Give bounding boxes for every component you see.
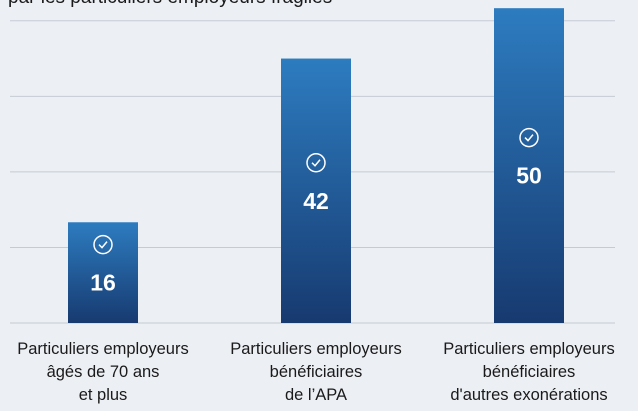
value-label: 50 — [516, 163, 542, 189]
clock-face — [519, 127, 539, 148]
clock-hands — [524, 134, 534, 142]
value-label: 16 — [90, 270, 116, 296]
clock-icon — [93, 234, 113, 255]
bar — [68, 222, 138, 323]
x-tick-label: Particuliers employeurs âgés de 70 ans e… — [17, 340, 189, 404]
bar — [281, 58, 351, 324]
clock-face — [93, 234, 113, 255]
x-tick-label: Particuliers employeurs bénéficiaires d'… — [443, 340, 615, 404]
clock-icon — [519, 127, 539, 148]
clock-hands — [98, 241, 108, 249]
value-label: 42 — [303, 188, 329, 214]
clock-face — [306, 153, 326, 173]
clock-hands — [311, 159, 321, 167]
bar — [494, 8, 564, 324]
chart-title: par les particuliers employeurs fragiles — [8, 0, 332, 9]
clock-icon — [306, 153, 326, 173]
x-tick-label: Particuliers employeurs bénéficiaires de… — [230, 340, 402, 404]
